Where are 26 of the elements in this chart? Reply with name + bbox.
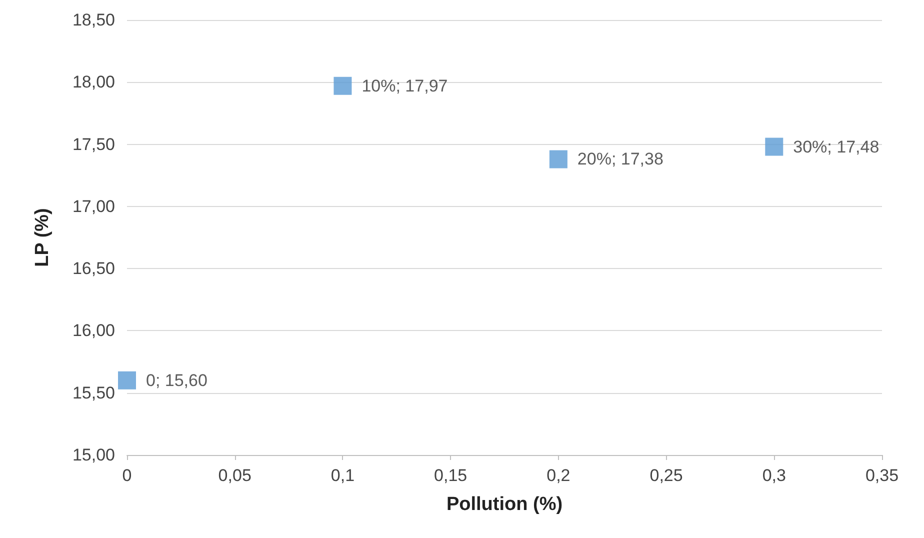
data-label: 0; 15,60 <box>146 370 208 390</box>
x-tick-label: 0 <box>122 466 132 485</box>
x-tick-label: 0,25 <box>650 466 683 485</box>
x-tick-label: 0,2 <box>546 466 570 485</box>
x-tick-label: 0,35 <box>865 466 899 485</box>
y-tick-label: 15,50 <box>72 383 115 402</box>
x-tick-label: 0,15 <box>434 466 468 485</box>
y-tick-label: 17,00 <box>72 196 115 216</box>
x-tick-label: 0,05 <box>218 466 252 485</box>
point <box>765 138 784 156</box>
data-label: 30%; 17,48 <box>793 137 880 156</box>
y-axis-title: LP (%) <box>32 208 53 267</box>
point <box>549 150 568 168</box>
y-tick-label: 17,50 <box>72 134 115 154</box>
point <box>118 371 136 390</box>
x-tick-label: 0,1 <box>330 466 355 485</box>
y-tick-label: 15,00 <box>72 446 115 464</box>
y-tick-label: 16,00 <box>72 321 115 340</box>
y-tick-label: 18,50 <box>72 10 115 30</box>
y-tick-label: 16,50 <box>72 259 115 278</box>
data-label: 20%; 17,38 <box>577 150 664 169</box>
y-tick-label: 18,00 <box>72 72 115 92</box>
x-axis-title: Pollution (%) <box>446 494 563 515</box>
point <box>334 76 352 95</box>
x-tick-label: 0,3 <box>762 466 786 485</box>
data-label: 10%; 17,97 <box>362 76 448 96</box>
